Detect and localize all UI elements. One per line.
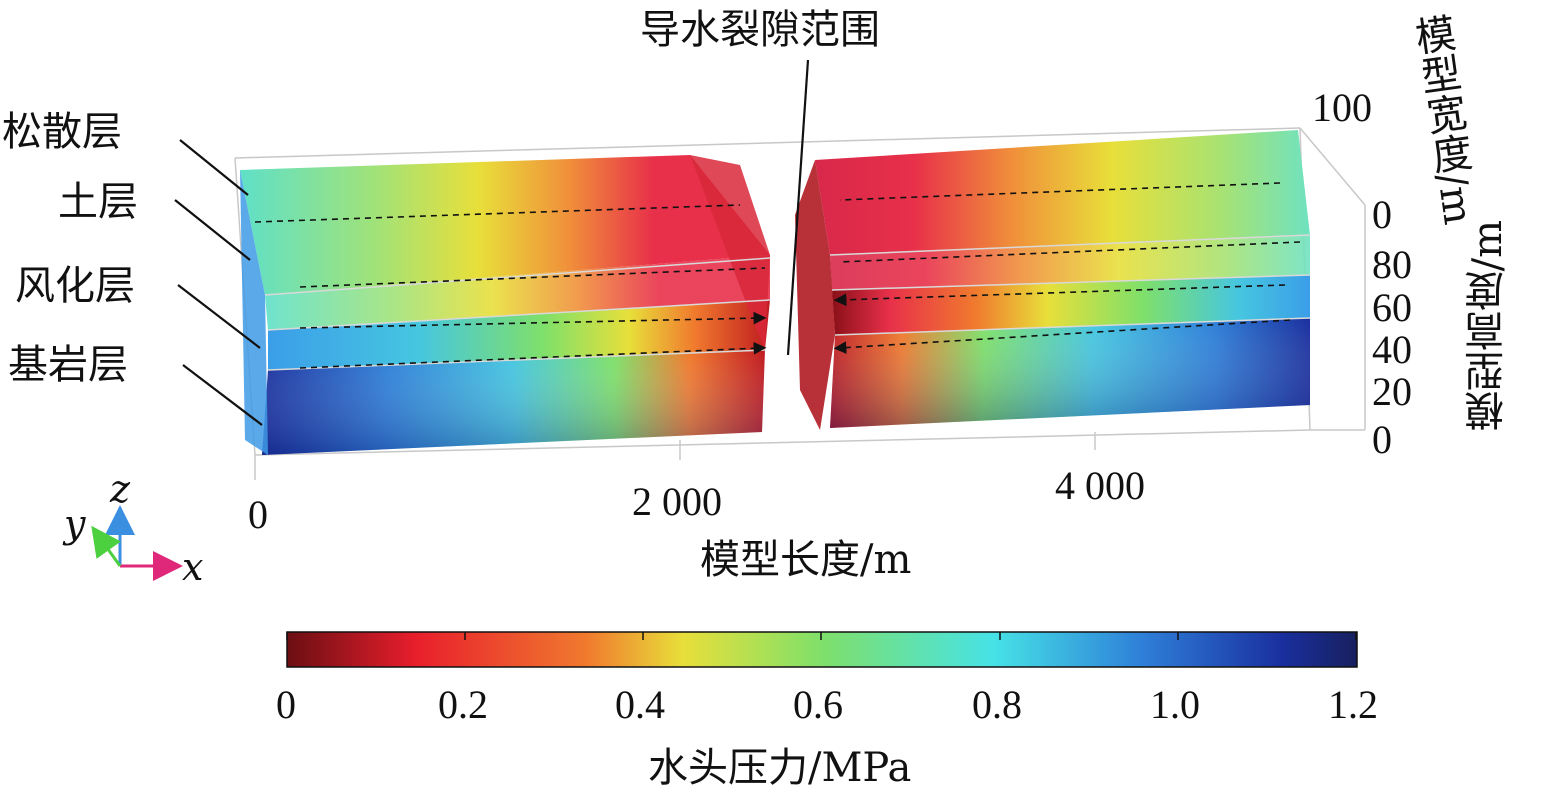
right-model-block xyxy=(795,130,1311,430)
cbar-tick-0: 0 xyxy=(276,682,296,727)
cbar-tick-0.8: 0.8 xyxy=(972,682,1022,727)
cbar-tick-1.0: 1.0 xyxy=(1150,682,1200,727)
layer-label-bedrock: 基岩层 xyxy=(8,342,128,388)
axes-triad xyxy=(91,505,183,581)
right-fracture-cut-face xyxy=(795,160,835,430)
x-axis-label: 模型长度/m xyxy=(700,537,912,583)
x-tick-0: 0 xyxy=(248,492,268,537)
z-axis-label: 模型高度/m xyxy=(1465,220,1511,432)
z-tick-60: 60 xyxy=(1372,285,1412,330)
colorbar xyxy=(286,631,1358,668)
cbar-tick-0.6: 0.6 xyxy=(793,682,843,727)
x-tick-4000: 4 000 xyxy=(1055,463,1145,508)
y-tick-0: 0 xyxy=(1372,192,1392,237)
left-loose-layer-top xyxy=(240,155,770,295)
left-end-face xyxy=(240,170,268,455)
right-soil-layer xyxy=(830,235,1310,290)
z-tick-0: 0 xyxy=(1372,417,1392,462)
right-loose-layer-top xyxy=(815,130,1310,255)
z-tick-20: 20 xyxy=(1372,369,1412,414)
y-tick-100: 100 xyxy=(1312,85,1372,130)
fracture-zone-label: 导水裂隙范围 xyxy=(640,7,880,53)
triad-y-label: y xyxy=(64,502,86,546)
triad-x-label: x xyxy=(182,545,204,589)
cbar-tick-0.2: 0.2 xyxy=(438,682,488,727)
cbar-tick-0.4: 0.4 xyxy=(615,682,665,727)
layer-label-soil: 土层 xyxy=(58,179,138,225)
z-tick-40: 40 xyxy=(1372,327,1412,372)
right-weathered-layer xyxy=(832,275,1310,335)
triad-z-label: z xyxy=(110,467,131,511)
z-tick-80: 80 xyxy=(1372,242,1412,287)
colorbar-label: 水头压力/MPa xyxy=(648,745,912,791)
left-model-block xyxy=(240,155,771,455)
x-tick-2000: 2 000 xyxy=(632,479,722,524)
layer-pointers xyxy=(174,59,810,426)
cbar-tick-1.2: 1.2 xyxy=(1328,682,1378,727)
layer-label-weathered: 风化层 xyxy=(15,263,135,309)
flow-arrows xyxy=(254,182,1301,369)
layer-label-loose: 松散层 xyxy=(2,109,122,155)
